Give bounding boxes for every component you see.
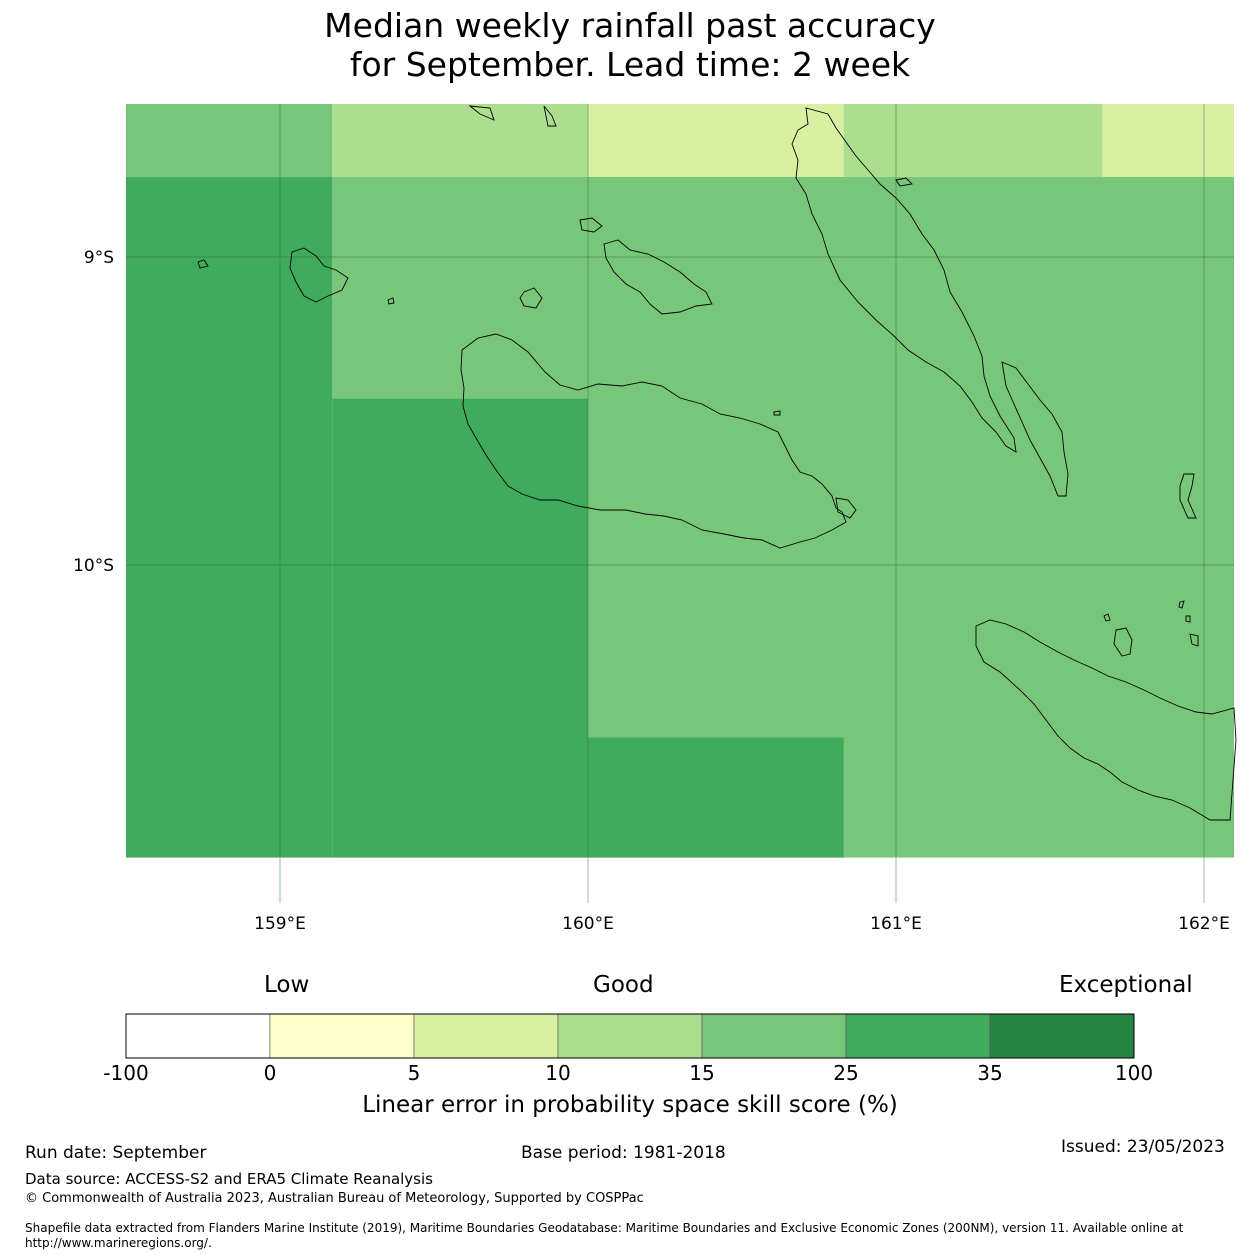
coastline-islet-d	[468, 105, 495, 121]
lon-tick-label: 161°E	[870, 914, 922, 934]
colorbar-tick-label: 100	[1114, 1061, 1154, 1085]
colorbar-tick-label: -100	[103, 1061, 149, 1085]
colorbar-word-good: Good	[593, 972, 654, 998]
graticule	[126, 104, 1234, 903]
colorbar	[125, 1013, 1135, 1059]
colorbar-tick-label: 15	[689, 1061, 715, 1085]
colorbar-bin	[701, 1013, 847, 1059]
colorbar-tick-label: 0	[263, 1061, 277, 1085]
map-title: Median weekly rainfall past accuracy for…	[0, 6, 1260, 84]
coastline-islet-g	[835, 497, 857, 519]
data-source: Data source: ACCESS-S2 and ERA5 Climate …	[25, 1170, 433, 1188]
skill-cell	[843, 104, 1103, 177]
coastline-florida-islands	[603, 239, 713, 315]
shapefile-credit-line-1: Shapefile data extracted from Flanders M…	[25, 1221, 1184, 1235]
coastline-malaita	[791, 107, 1017, 453]
skill-cell	[126, 104, 333, 177]
coastline-sikaiana-1	[1179, 473, 1197, 519]
run-date: Run date: September	[25, 1143, 207, 1163]
skill-cell	[588, 737, 844, 858]
colorbar-bin	[125, 1013, 271, 1059]
colorbar-outline	[125, 1013, 1135, 1059]
skill-cell	[126, 176, 333, 858]
colorbar-tick-label: 10	[545, 1061, 571, 1085]
shapefile-credit-line-2: http://www.marineregions.org/.	[25, 1236, 212, 1250]
skill-cell	[332, 104, 588, 177]
lat-tick-label: 9°S	[84, 248, 114, 268]
coastline-islet-b	[387, 297, 395, 305]
coastline-islet-i	[1103, 613, 1111, 622]
title-line-1: Median weekly rainfall past accuracy	[324, 6, 936, 45]
base-period: Base period: 1981-2018	[521, 1143, 726, 1163]
coastline-islet-a	[197, 259, 209, 269]
coastline-savo	[519, 287, 543, 309]
copyright: © Commonwealth of Australia 2023, Austra…	[25, 1191, 644, 1206]
colorbar-title: Linear error in probability space skill …	[362, 1092, 898, 1118]
skill-cell	[332, 398, 588, 858]
colorbar-tick-label: 25	[833, 1061, 859, 1085]
coastline-islet-l	[1189, 633, 1199, 647]
colorbar-tick-label: 5	[407, 1061, 421, 1085]
axis-tick-labels: 159°E 160°E 161°E 162°E 9°S 10°S	[73, 248, 1230, 934]
colorbar-bin	[269, 1013, 415, 1059]
skill-cell	[588, 104, 844, 177]
colorbar-word-low: Low	[264, 972, 310, 998]
skill-cell	[1102, 104, 1234, 177]
coastline-guadalcanal	[460, 333, 847, 549]
lon-tick-label: 160°E	[562, 914, 614, 934]
title-line-2: for September. Lead time: 2 week	[349, 45, 911, 84]
coastline-islet-f	[895, 177, 913, 187]
lon-tick-label: 159°E	[254, 914, 306, 934]
colorbar-bin	[845, 1013, 991, 1059]
coastline-ulawa	[1113, 627, 1133, 657]
coastline-islet-c	[579, 217, 603, 233]
issued-date: Issued: 23/05/2023	[1061, 1137, 1225, 1157]
coastline-small-malaita	[1001, 361, 1069, 497]
coastline-makira	[975, 619, 1237, 821]
coastline-russell-islands	[289, 247, 349, 303]
colorbar-bin	[989, 1013, 1135, 1059]
colorbar-tick-label: 35	[977, 1061, 1003, 1085]
coastline-islet-j	[1178, 600, 1185, 609]
coastline-islet-h	[773, 410, 781, 416]
lon-tick-label: 162°E	[1178, 914, 1230, 934]
colorbar-bin	[413, 1013, 559, 1059]
rainfall-skill-map: 159°E 160°E 161°E 162°E 9°S 10°S	[73, 104, 1237, 934]
colorbar-bin	[557, 1013, 703, 1059]
colorbar-word-exceptional: Exceptional	[1059, 972, 1193, 998]
lat-tick-label: 10°S	[73, 556, 114, 576]
coastline-islet-k	[1185, 615, 1191, 623]
skill-cells	[126, 104, 1234, 858]
coastlines	[197, 105, 1237, 821]
shapefile-credit: Shapefile data extracted from Flanders M…	[25, 1221, 1183, 1251]
coastline-islet-e	[543, 105, 557, 127]
